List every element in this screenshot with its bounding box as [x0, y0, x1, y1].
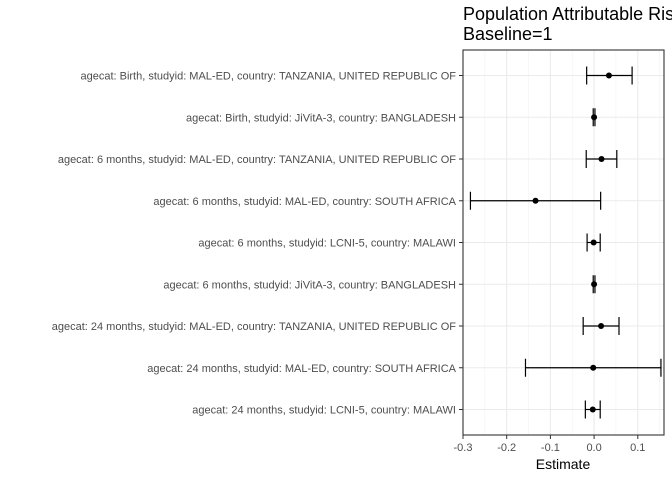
estimate-point: [590, 364, 597, 371]
y-tick-label: agecat: 6 months, studyid: JiVitA-3, cou…: [163, 279, 456, 291]
chart-subtitle-line: Baseline=1: [463, 24, 553, 44]
x-tick-label: -0.1: [541, 442, 560, 454]
x-axis-label: Estimate: [536, 456, 591, 472]
estimate-point: [598, 323, 605, 329]
y-tick-label: agecat: Birth, studyid: MAL-ED, country:…: [80, 71, 456, 83]
estimate-point: [591, 281, 598, 288]
y-tick-label: agecat: Birth, studyid: JiVitA-3, countr…: [186, 112, 456, 124]
estimate-point: [598, 156, 605, 162]
estimate-point: [532, 197, 539, 204]
y-tick-label: agecat: 6 months, studyid: MAL-ED, count…: [153, 196, 456, 208]
estimate-point: [589, 406, 596, 413]
y-tick-label: agecat: 24 months, studyid: MAL-ED, coun…: [147, 363, 456, 375]
y-tick-label: agecat: 6 months, studyid: LCNI-5, count…: [198, 238, 456, 250]
estimate-point: [605, 72, 612, 79]
data-marks: [469, 66, 662, 419]
x-tick-label: -0.2: [497, 442, 516, 454]
x-tick-label: -0.3: [454, 442, 473, 454]
x-tick-label: 0.1: [630, 442, 645, 454]
axes: agecat: Birth, studyid: MAL-ED, country:…: [52, 71, 646, 455]
chart-title: Population Attributable Ris Baseline=1: [463, 4, 672, 44]
estimate-point: [591, 114, 598, 121]
x-tick-label: 0.0: [586, 442, 601, 454]
estimate-point: [590, 239, 597, 246]
y-tick-label: agecat: 24 months, studyid: MAL-ED, coun…: [52, 321, 457, 333]
y-tick-label: agecat: 24 months, studyid: LCNI-5, coun…: [192, 405, 456, 417]
y-tick-label: agecat: 6 months, studyid: MAL-ED, count…: [58, 154, 456, 166]
grid-lines: [462, 50, 664, 435]
chart-title-line: Population Attributable Ris: [463, 4, 672, 24]
